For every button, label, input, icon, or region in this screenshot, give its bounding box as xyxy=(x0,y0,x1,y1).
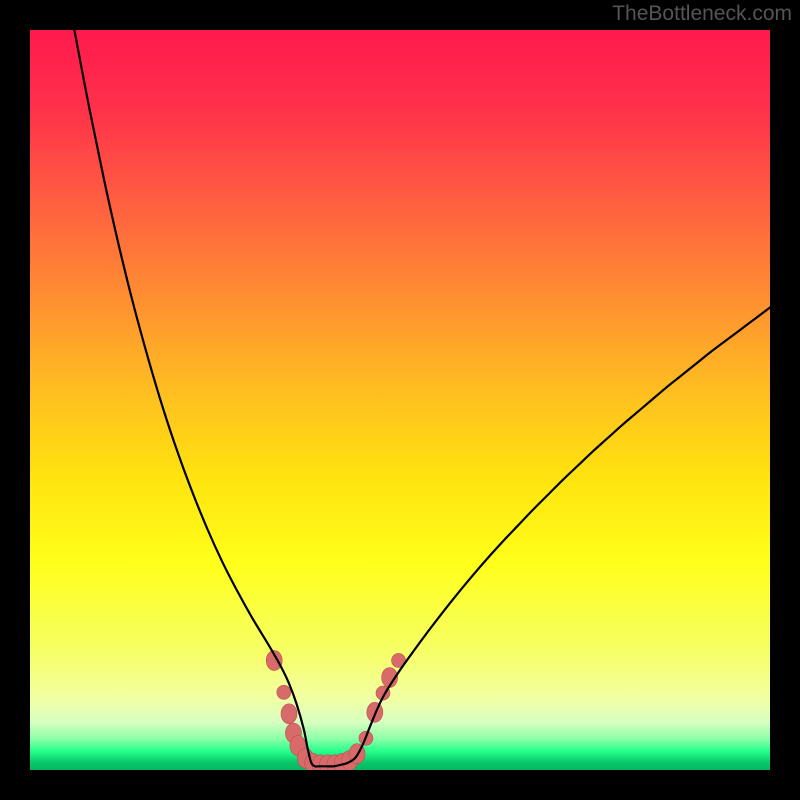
curve-layer xyxy=(30,30,770,770)
chart-stage: TheBottleneck.com xyxy=(0,0,800,800)
curve-marker xyxy=(277,685,291,699)
attribution-label: TheBottleneck.com xyxy=(612,2,792,26)
curve-marker xyxy=(281,704,297,724)
plot-area xyxy=(30,30,770,770)
markers-group xyxy=(266,650,405,770)
bottleneck-curve xyxy=(74,30,770,767)
